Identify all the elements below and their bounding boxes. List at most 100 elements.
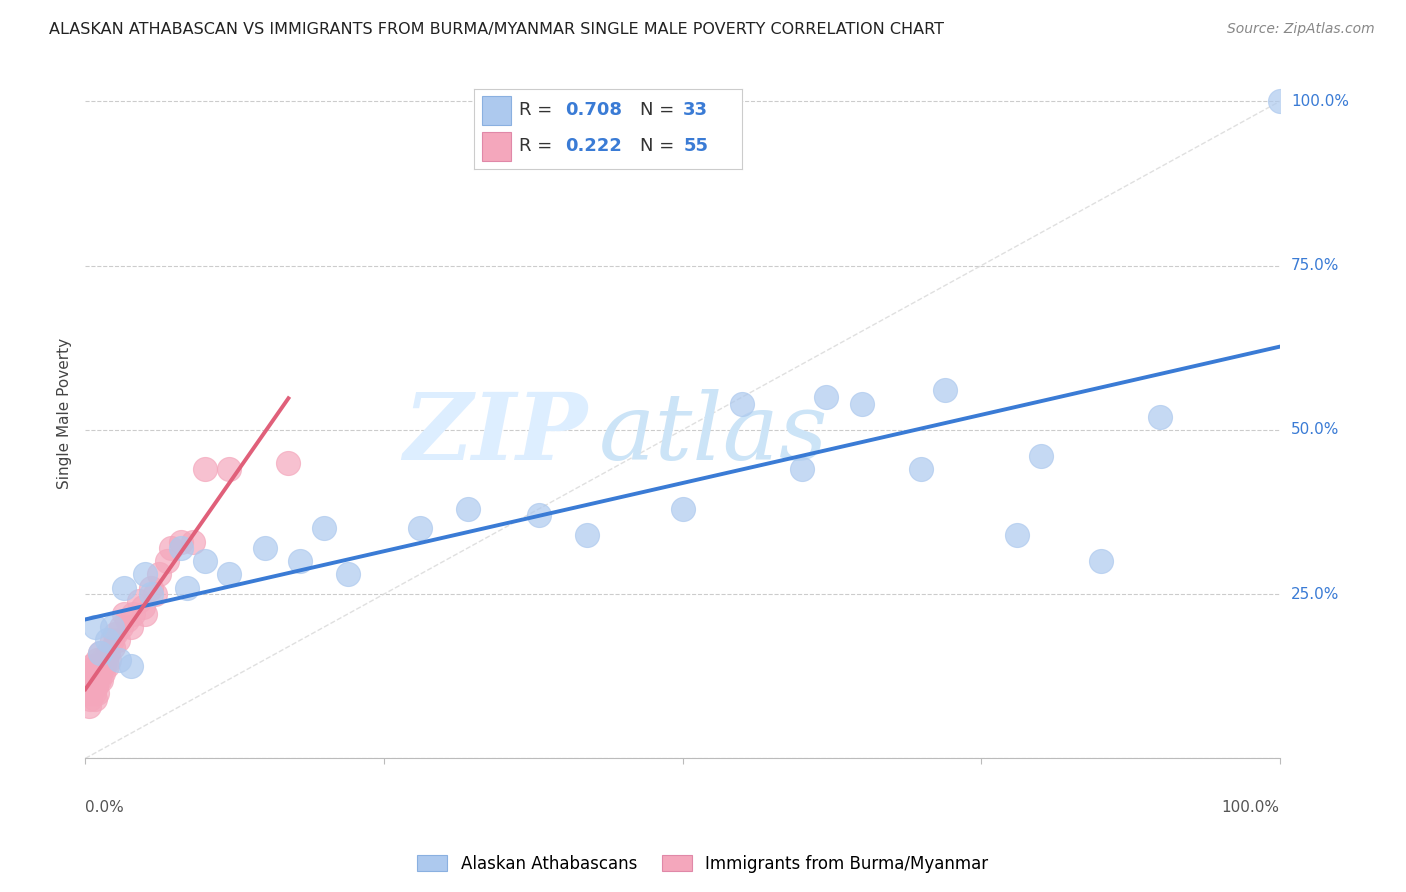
Point [93, 659, 115, 673]
Point [218, 462, 240, 476]
Point [143, 587, 166, 601]
Point [97, 646, 120, 660]
Point [1029, 449, 1052, 463]
Point [96, 633, 118, 648]
Point [82, 665, 104, 680]
Point [253, 541, 276, 555]
Text: 0.0%: 0.0% [86, 800, 124, 814]
Point [89, 665, 111, 680]
Point [120, 620, 142, 634]
Text: ZIP: ZIP [402, 389, 586, 479]
Point [1090, 554, 1112, 568]
Point [91, 653, 114, 667]
Point [80, 659, 103, 673]
Point [671, 501, 693, 516]
Point [98, 653, 121, 667]
Text: 100.0%: 100.0% [1222, 800, 1279, 814]
Point [91, 665, 114, 680]
Point [84, 692, 107, 706]
Point [83, 686, 105, 700]
Point [575, 528, 598, 542]
Point [112, 581, 135, 595]
Point [100, 620, 122, 634]
Point [101, 640, 124, 654]
Point [84, 620, 107, 634]
Point [76, 673, 98, 687]
Point [104, 626, 127, 640]
Point [112, 607, 135, 621]
Point [910, 462, 932, 476]
Point [934, 384, 956, 398]
Point [134, 567, 156, 582]
Point [290, 554, 312, 568]
Point [218, 567, 240, 582]
Point [89, 646, 111, 660]
Point [120, 659, 142, 673]
Point [160, 541, 183, 555]
Point [122, 607, 145, 621]
Point [86, 686, 108, 700]
Point [86, 665, 108, 680]
Point [100, 633, 122, 648]
Text: 75.0%: 75.0% [1291, 258, 1339, 273]
Point [1005, 528, 1028, 542]
Point [87, 659, 110, 673]
Point [731, 396, 754, 410]
Legend: Alaskan Athabascans, Immigrants from Burma/Myanmar: Alaskan Athabascans, Immigrants from Bur… [411, 848, 995, 880]
Point [170, 541, 193, 555]
Point [457, 501, 479, 516]
Point [89, 646, 111, 660]
Point [90, 673, 112, 687]
Point [79, 673, 101, 687]
Point [90, 659, 112, 673]
Point [134, 607, 156, 621]
Point [87, 673, 110, 687]
Text: 50.0%: 50.0% [1291, 422, 1339, 437]
Point [194, 462, 217, 476]
Point [107, 633, 129, 648]
Point [76, 686, 98, 700]
Point [108, 653, 131, 667]
Text: Source: ZipAtlas.com: Source: ZipAtlas.com [1227, 22, 1375, 37]
Text: ALASKAN ATHABASCAN VS IMMIGRANTS FROM BURMA/MYANMAR SINGLE MALE POVERTY CORRELAT: ALASKAN ATHABASCAN VS IMMIGRANTS FROM BU… [49, 22, 945, 37]
Point [337, 567, 360, 582]
Point [790, 462, 813, 476]
Text: atlas: atlas [599, 389, 828, 479]
Y-axis label: Single Male Poverty: Single Male Poverty [58, 338, 72, 489]
Point [115, 613, 138, 627]
Point [814, 390, 837, 404]
Point [83, 673, 105, 687]
Point [84, 679, 107, 693]
Point [170, 534, 193, 549]
Point [131, 600, 153, 615]
Point [77, 698, 100, 713]
Point [82, 679, 104, 693]
Point [1268, 95, 1291, 109]
Text: 100.0%: 100.0% [1291, 94, 1348, 109]
Point [851, 396, 873, 410]
Point [96, 659, 118, 673]
Point [128, 593, 150, 607]
Point [86, 653, 108, 667]
Point [181, 534, 204, 549]
Point [94, 653, 117, 667]
Point [77, 686, 100, 700]
Point [148, 567, 170, 582]
Point [409, 521, 432, 535]
Point [176, 581, 198, 595]
Point [1149, 409, 1171, 424]
Point [529, 508, 551, 523]
Text: 25.0%: 25.0% [1291, 587, 1339, 601]
Point [139, 587, 162, 601]
Point [139, 581, 162, 595]
Point [84, 673, 107, 687]
Point [80, 673, 103, 687]
Point [155, 554, 177, 568]
Point [314, 521, 336, 535]
Point [277, 456, 299, 470]
Point [80, 686, 103, 700]
Point [84, 659, 107, 673]
Point [194, 554, 217, 568]
Point [79, 692, 101, 706]
Point [110, 620, 132, 634]
